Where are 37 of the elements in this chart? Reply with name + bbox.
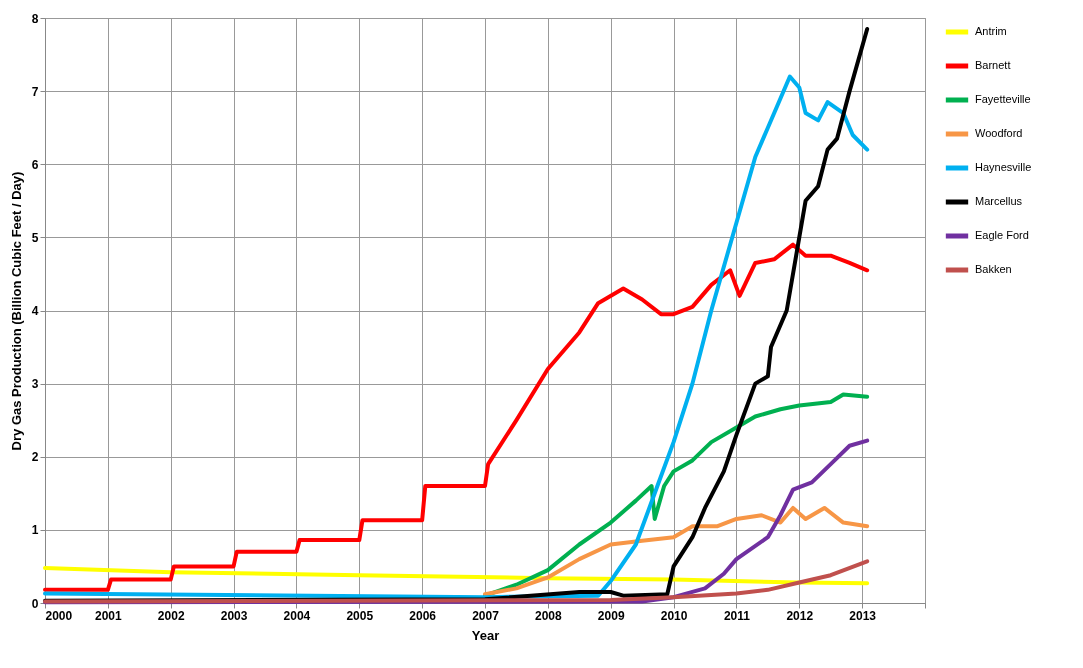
legend-label: Woodford (975, 127, 1023, 139)
x-tick-label: 2012 (786, 608, 814, 623)
line-series (483, 505, 870, 597)
legend-label: Barnett (975, 59, 1011, 71)
x-tick-label: 2002 (157, 608, 185, 623)
line-series (43, 242, 870, 592)
y-tick-label: 0 (31, 596, 39, 611)
y-tick-label: 4 (31, 304, 39, 318)
y-tick-label: 7 (31, 84, 39, 99)
x-tick-label: 2005 (346, 608, 374, 623)
x-tick-label: 2003 (220, 608, 248, 623)
legend-label: Fayetteville (975, 93, 1031, 105)
x-tick-label: 2006 (409, 608, 437, 623)
x-tick-label: 2008 (535, 608, 563, 623)
y-tick-label: 2 (31, 450, 39, 465)
legend-label: Marcellus (975, 195, 1023, 207)
line-series (43, 559, 870, 604)
legend-label: Haynesville (975, 161, 1032, 173)
x-axis-title: Year (471, 627, 500, 643)
x-tick-label: 2007 (472, 608, 500, 623)
x-tick-label: 2011 (723, 608, 751, 623)
y-tick-label: 5 (31, 230, 39, 245)
legend-label: Eagle Ford (975, 229, 1029, 241)
y-tick-label: 1 (31, 523, 39, 538)
x-tick-label: 2004 (283, 608, 311, 623)
x-tick-label: 2009 (597, 608, 625, 623)
y-tick-label: 8 (31, 11, 39, 26)
y-tick-label: 3 (31, 377, 39, 392)
y-tick-label: 6 (31, 157, 39, 172)
legend-label: Antrim (975, 25, 1007, 37)
x-tick-label: 2010 (660, 608, 688, 623)
y-axis-title: Dry Gas Production (Billion Cubic Feet / Day) (8, 171, 24, 451)
line-series (43, 565, 870, 586)
x-tick-label: 2000 (45, 608, 73, 623)
legend-label: Bakken (975, 263, 1012, 275)
x-tick-label: 2013 (849, 608, 877, 623)
x-tick-label: 2001 (95, 608, 123, 623)
